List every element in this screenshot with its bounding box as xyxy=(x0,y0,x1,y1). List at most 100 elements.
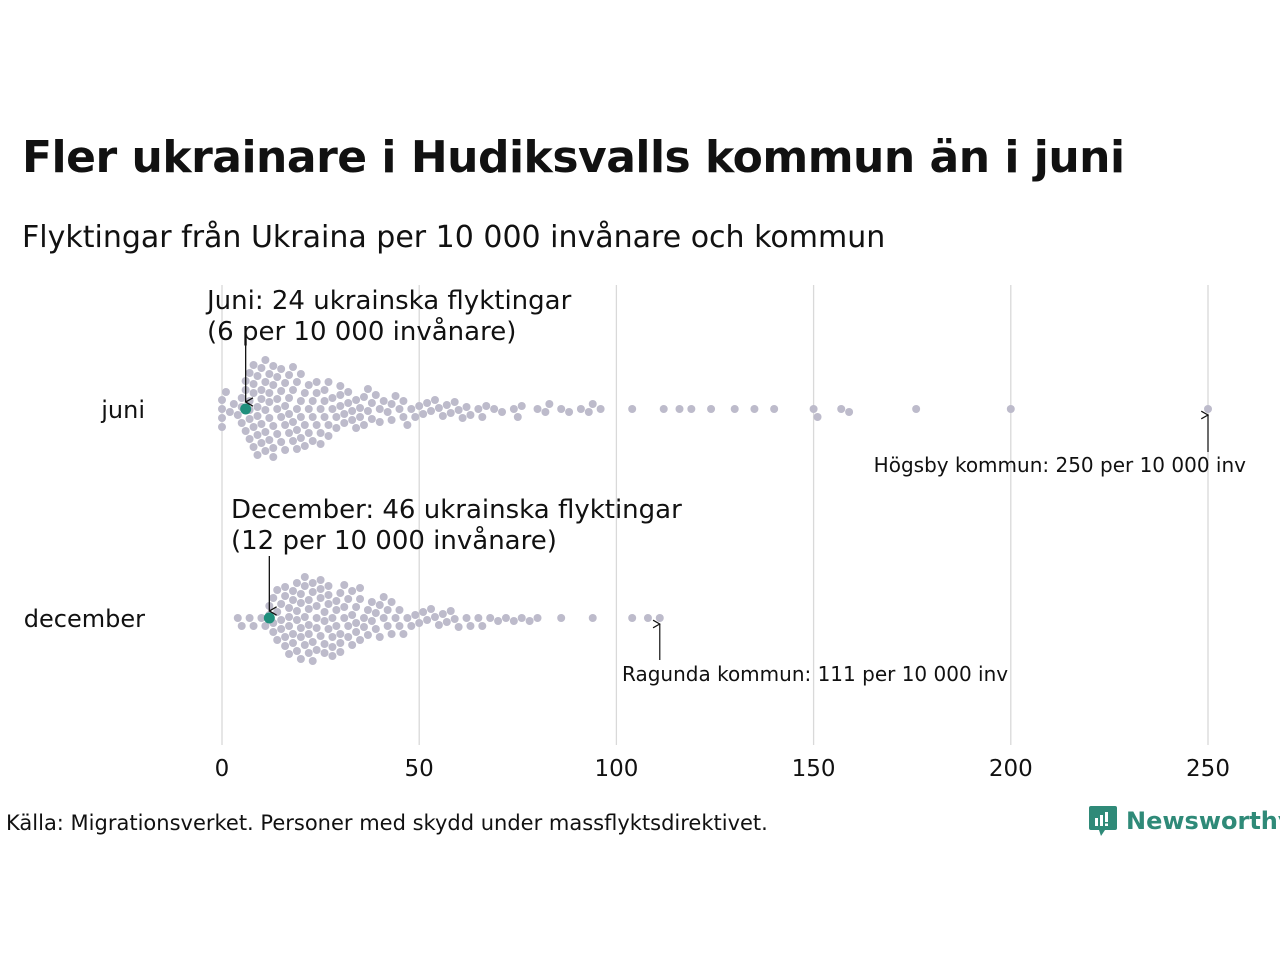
data-point xyxy=(340,581,349,589)
data-point xyxy=(458,414,467,422)
data-point xyxy=(253,372,262,380)
data-point xyxy=(363,385,372,393)
x-tick-label: 150 xyxy=(792,756,836,782)
data-point xyxy=(281,379,290,387)
data-point xyxy=(383,408,392,416)
data-point xyxy=(308,397,317,405)
data-point xyxy=(494,617,503,625)
data-point xyxy=(675,405,684,413)
data-point xyxy=(375,601,384,609)
row-label-december: december xyxy=(24,605,145,633)
data-point xyxy=(545,400,554,408)
data-point xyxy=(687,405,696,413)
data-point xyxy=(513,413,522,421)
data-point xyxy=(557,614,566,622)
data-point xyxy=(379,614,388,622)
data-point xyxy=(285,650,294,658)
data-point xyxy=(296,624,305,632)
data-point xyxy=(628,614,637,622)
x-tick-label: 100 xyxy=(594,756,638,782)
data-point xyxy=(316,576,325,584)
data-point xyxy=(320,413,329,421)
data-point xyxy=(316,585,325,593)
data-point xyxy=(348,611,357,619)
data-point xyxy=(281,592,290,600)
data-point xyxy=(486,614,495,622)
data-point xyxy=(387,400,396,408)
data-point xyxy=(482,402,491,410)
data-point xyxy=(399,630,408,638)
data-point xyxy=(296,413,305,421)
data-point xyxy=(348,587,357,595)
data-point xyxy=(375,418,384,426)
data-point xyxy=(359,421,368,429)
data-point xyxy=(304,596,313,604)
data-point xyxy=(379,593,388,601)
data-point xyxy=(348,641,357,649)
data-point xyxy=(584,408,593,416)
data-point xyxy=(277,625,286,633)
source-note: Källa: Migrationsverket. Personer med sk… xyxy=(6,811,768,835)
data-point xyxy=(312,389,321,397)
data-point xyxy=(356,413,365,421)
data-point xyxy=(288,363,297,371)
data-point xyxy=(332,606,341,614)
row-label-juni: juni xyxy=(100,396,145,424)
data-point xyxy=(316,594,325,602)
data-point xyxy=(498,408,507,416)
data-point xyxy=(292,616,301,624)
data-point xyxy=(344,622,353,630)
data-point xyxy=(324,421,333,429)
data-point xyxy=(387,598,396,606)
data-point xyxy=(501,614,510,622)
data-point xyxy=(269,422,278,430)
data-point xyxy=(379,397,388,405)
data-point xyxy=(1006,405,1015,413)
data-point xyxy=(288,639,297,647)
data-point xyxy=(371,625,380,633)
data-point xyxy=(395,606,404,614)
data-point xyxy=(273,430,282,438)
data-point xyxy=(490,405,499,413)
data-point xyxy=(399,397,408,405)
data-point xyxy=(328,633,337,641)
data-point xyxy=(1204,405,1212,413)
data-point xyxy=(296,590,305,598)
data-point xyxy=(324,432,333,440)
chart-subtitle: Flyktingar från Ukraina per 10 000 invån… xyxy=(22,220,886,255)
data-point xyxy=(367,415,376,423)
data-point xyxy=(643,614,652,622)
data-point xyxy=(245,369,254,377)
data-point xyxy=(265,414,274,422)
data-point xyxy=(296,655,305,663)
data-point xyxy=(300,573,309,581)
data-point xyxy=(241,427,250,435)
data-point xyxy=(285,429,294,437)
data-point xyxy=(312,624,321,632)
data-point xyxy=(332,413,341,421)
data-point xyxy=(375,405,384,413)
data-point xyxy=(403,421,412,429)
data-point xyxy=(292,426,301,434)
data-point xyxy=(352,396,361,404)
data-point xyxy=(253,431,262,439)
data-point xyxy=(292,378,301,386)
data-point xyxy=(288,596,297,604)
data-point xyxy=(316,429,325,437)
data-point xyxy=(336,382,345,390)
data-point xyxy=(249,361,258,369)
data-point xyxy=(281,642,290,650)
highlight-annotation-line: (12 per 10 000 invånare) xyxy=(231,525,557,556)
x-tick-label: 200 xyxy=(989,756,1033,782)
data-point xyxy=(296,370,305,378)
data-point xyxy=(415,619,424,627)
data-point xyxy=(218,414,226,422)
x-tick-label: 50 xyxy=(405,756,434,782)
data-point xyxy=(371,609,380,617)
data-point xyxy=(845,408,854,416)
data-point xyxy=(285,613,294,621)
data-point xyxy=(296,434,305,442)
data-point xyxy=(541,408,550,416)
data-point xyxy=(304,605,313,613)
data-point xyxy=(359,393,368,401)
